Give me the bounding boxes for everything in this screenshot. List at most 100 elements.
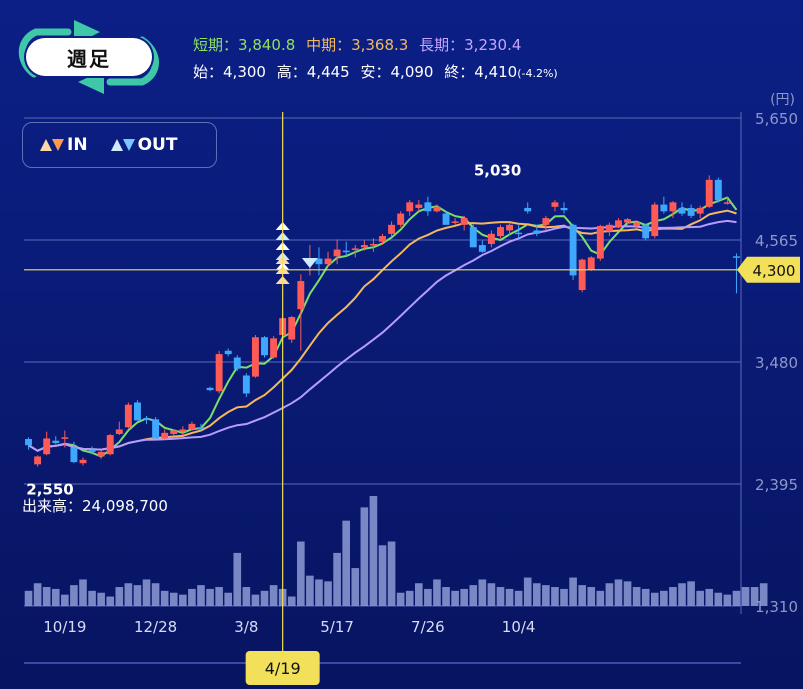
candle-body	[424, 202, 432, 212]
candle	[369, 238, 377, 252]
volume-bar	[460, 588, 468, 606]
low-price-label: 2,550	[26, 481, 73, 499]
volume-bar	[169, 592, 178, 606]
candle-body	[678, 207, 686, 214]
candle-body	[714, 179, 722, 201]
x-tick-label: 12/28	[134, 618, 177, 636]
legend-out[interactable]: OUT	[110, 135, 177, 155]
candle	[469, 224, 477, 248]
candle	[233, 355, 241, 371]
candle	[188, 421, 196, 431]
low-value: 4,090	[390, 63, 434, 81]
candle	[97, 450, 105, 459]
candle-body	[415, 204, 423, 208]
y-tick-label: 5,650	[755, 110, 798, 128]
candle-body	[605, 224, 613, 232]
candle-body	[224, 350, 232, 355]
volume-bar	[723, 594, 732, 606]
period-toggle-button[interactable]: 週足	[14, 18, 164, 94]
volume-bar	[433, 579, 441, 606]
candle	[197, 423, 205, 431]
signal-legend[interactable]: IN OUT	[22, 122, 217, 168]
candle-body	[524, 207, 532, 212]
candle-body	[134, 402, 141, 421]
volume-bar	[61, 594, 69, 606]
high-label: 高：	[276, 63, 307, 81]
candle-body	[270, 338, 278, 358]
high-value: 4,445	[306, 63, 350, 81]
candle-body	[442, 213, 450, 225]
crosshair-date-label: 4/19	[265, 659, 301, 678]
volume-bar	[97, 592, 105, 606]
candle	[515, 224, 523, 239]
volume-bar	[269, 585, 278, 606]
volume-bar	[287, 596, 296, 606]
candle-body	[288, 317, 296, 340]
volume-bar	[696, 590, 704, 606]
volume-bar	[306, 575, 314, 606]
candle	[596, 224, 604, 261]
x-tick-label: 7/26	[411, 618, 445, 636]
candlesticks	[25, 175, 740, 467]
volume-bar	[24, 590, 33, 606]
candle-body	[487, 233, 495, 244]
volume-bar	[496, 587, 505, 606]
signal-stack	[275, 222, 318, 284]
long-ma-value: 3,230.4	[464, 36, 522, 54]
candle	[315, 247, 323, 276]
candle-body	[451, 221, 459, 223]
volume-bar	[623, 581, 632, 606]
legend-in-label: IN	[67, 135, 88, 155]
volume-bar	[451, 590, 459, 606]
candle-body	[197, 427, 205, 429]
candle	[578, 258, 586, 293]
volume-bar	[578, 585, 586, 606]
volume-bar	[632, 587, 641, 606]
candle-body	[587, 257, 595, 270]
legend-in[interactable]: IN	[39, 135, 88, 155]
candle	[25, 437, 32, 450]
period-label: 週足	[26, 38, 152, 76]
volume-bar	[151, 583, 160, 606]
candle-body	[406, 202, 414, 212]
candle	[215, 350, 223, 394]
candle-body	[515, 232, 523, 235]
candle	[115, 421, 123, 436]
open-label: 始：	[193, 63, 224, 81]
ohlc-values: 始：4,300 高：4,445 安：4,090 終：4,410(-4.2%)	[193, 61, 558, 82]
candle-body	[215, 354, 223, 392]
candle-body	[251, 337, 259, 377]
short-ma-label: 短期：	[193, 36, 239, 54]
volume-bar	[224, 592, 233, 606]
x-tick-label: 5/17	[320, 618, 354, 636]
volume-bar	[687, 581, 695, 606]
volume-bar	[342, 520, 351, 606]
y-unit-label: (円)	[770, 92, 795, 108]
candle	[270, 336, 278, 359]
candle	[687, 204, 695, 219]
candle	[52, 436, 60, 445]
candle	[79, 457, 87, 466]
candle	[388, 221, 396, 237]
y-tick-label: 2,395	[755, 476, 798, 494]
candle-body	[705, 179, 713, 207]
volume-bar	[542, 585, 550, 606]
volume-bar	[351, 568, 360, 606]
candle	[460, 215, 468, 231]
candle	[615, 218, 622, 229]
x-tick-label: 10/4	[502, 618, 536, 636]
y-tick-label: 4,565	[755, 232, 798, 250]
candle-body	[615, 220, 622, 228]
candle	[660, 196, 668, 214]
candle-body	[179, 429, 187, 432]
candle	[43, 431, 51, 456]
candle-body	[206, 387, 214, 391]
candle	[497, 224, 504, 239]
volume-bar	[560, 588, 568, 606]
volume-bar	[714, 592, 723, 606]
candle	[442, 211, 450, 225]
volume-bar	[387, 541, 396, 606]
crosshair[interactable]: 4,300 4/19	[24, 112, 800, 685]
volume-bar	[188, 588, 196, 606]
